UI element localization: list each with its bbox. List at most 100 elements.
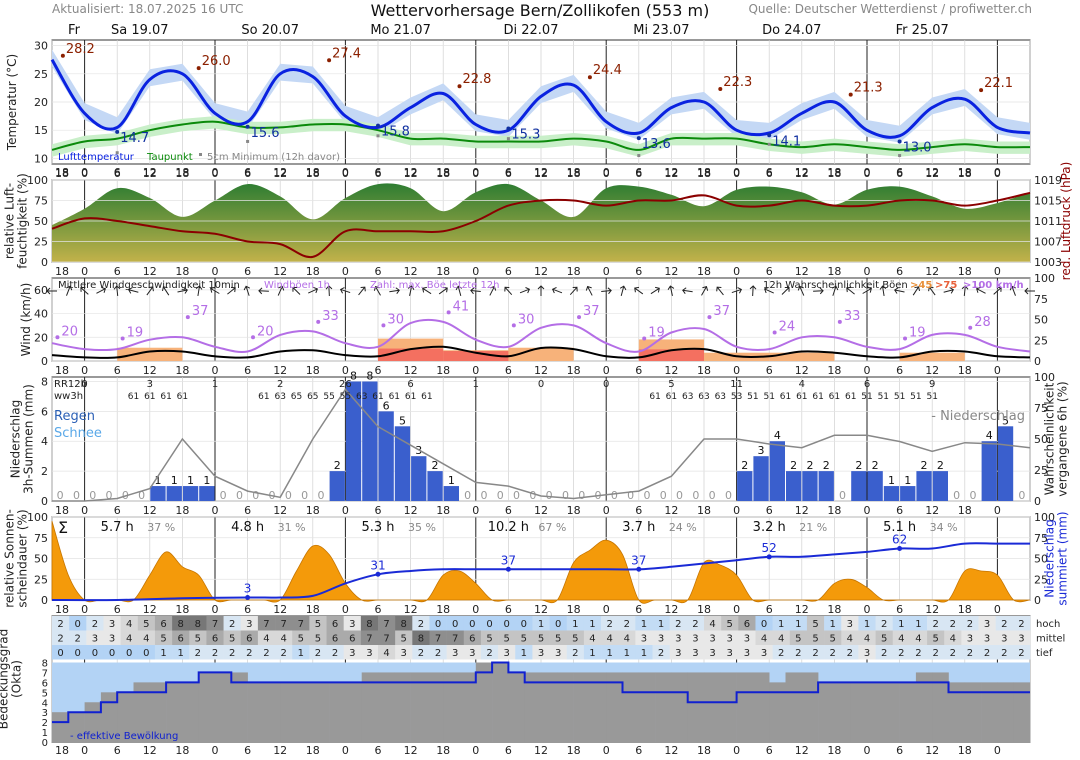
hour-tick-label: 6 <box>505 265 512 278</box>
cloud-layer-cell <box>566 630 585 645</box>
hour-tick-label: 12 <box>404 364 418 377</box>
hour-tick-label: 18 <box>827 744 841 757</box>
hour-tick-label: 18 <box>958 744 972 757</box>
rr12h-value: 2 <box>277 379 283 390</box>
hour-tick-label: 18 <box>697 744 711 757</box>
hour-tick-label: 6 <box>375 265 382 278</box>
cloud-y-tick: 1 <box>42 728 48 739</box>
precip-bar-label: 0 <box>138 489 145 502</box>
cloud-layer-value: 2 <box>1001 648 1007 659</box>
max-gust-marker <box>251 335 256 340</box>
precip-bar-label: 0 <box>562 489 569 502</box>
hour-tick-label: 6 <box>896 166 903 179</box>
cloud-layer-value: 0 <box>469 619 475 630</box>
cloud-layer-row-label: mittel <box>1036 634 1065 645</box>
precip-bar-label: 2 <box>806 459 813 472</box>
cloud-cover-bar <box>948 682 966 742</box>
cloud-layer-cell <box>995 645 1014 660</box>
cloud-layer-cell <box>652 645 670 660</box>
temp-y-tick: 20 <box>34 96 48 109</box>
cloud-cover-bar <box>899 682 917 742</box>
precip-bar-label: 0 <box>464 489 471 502</box>
daily-sunshine-percent: 31 % <box>278 521 306 534</box>
hour-tick-label: 6 <box>375 603 382 616</box>
cloud-cover-bar <box>280 682 297 742</box>
gust-prob-45-bar <box>117 347 183 361</box>
precip-sum-y-tick: 50 <box>1034 553 1048 566</box>
precip-bar <box>786 471 802 501</box>
cloud-cover-bar <box>166 682 183 742</box>
max-gust-label: 33 <box>322 309 339 324</box>
cloud-cover-bar <box>1013 682 1031 742</box>
cloud-layer-value: 3 <box>555 648 561 659</box>
hour-tick-label: 12 <box>925 167 939 180</box>
cloud-layer-cell <box>360 616 379 631</box>
hour-tick-label: 0 <box>472 603 479 616</box>
hour-tick-label: 6 <box>505 166 512 179</box>
precip-bar-label: 0 <box>839 489 846 502</box>
ground-min-marker <box>376 134 380 138</box>
cloud-layer-value: 2 <box>692 619 698 630</box>
cloud-layer-cell <box>1012 616 1031 631</box>
cloud-layer-cell <box>841 616 859 631</box>
cloud-layer-value: 4 <box>915 634 921 645</box>
humidity-ylabel: feuchtigkeit (%) <box>16 173 30 269</box>
wind-direction-arrow <box>894 287 905 294</box>
cloud-layer-cell <box>172 645 190 660</box>
cloud-cover-bar <box>981 682 998 742</box>
temp-min-marker <box>115 129 120 134</box>
precip-probability-line <box>52 388 1031 502</box>
hour-tick-label: 12 <box>925 166 939 179</box>
cloud-layer-value: 3 <box>109 634 115 645</box>
ww3h-value: 51 <box>763 392 774 402</box>
effective-cloud-line <box>52 661 1030 724</box>
day-label: Mo 21.07 <box>370 23 431 38</box>
cloud-layer-cell <box>137 616 156 631</box>
precip-bar-label: 2 <box>855 459 862 472</box>
cloud-layer-cell <box>292 616 310 631</box>
hour-tick-label: 18 <box>567 603 581 616</box>
cloud-layer-value: 3 <box>675 648 681 659</box>
cloud-cover-bar <box>524 672 542 742</box>
cloud-layer-value: 3 <box>675 634 681 645</box>
hour-tick-label: 6 <box>896 265 903 278</box>
hour-tick-label: 12 <box>273 265 287 278</box>
daily-sunshine-hours: 3.7 h <box>622 520 655 535</box>
cloud-cover-bar <box>52 712 69 742</box>
cloud-cover-bar <box>671 672 688 742</box>
hour-tick-label: 6 <box>635 744 642 757</box>
cloud-layer-cell <box>378 645 396 660</box>
precip-bar-label: 0 <box>660 489 667 502</box>
hour-tick-label: 12 <box>795 364 809 377</box>
hour-tick-label: 0 <box>864 603 871 616</box>
hour-tick-label: 0 <box>603 364 610 377</box>
cloud-layer-value: 6 <box>332 619 338 630</box>
hour-tick-label: 18 <box>958 603 972 616</box>
hour-tick-label: 0 <box>864 265 871 278</box>
pressure-y-tick: 1019 <box>1034 174 1062 187</box>
cloud-layer-cell <box>52 616 70 631</box>
cloud-cover-bar <box>117 692 134 742</box>
precip-bar-label: 8 <box>366 369 373 382</box>
hour-tick-label: 0 <box>342 265 349 278</box>
hour-tick-label: 6 <box>244 603 251 616</box>
humidity-y-tick: 75 <box>34 195 48 208</box>
precip-bar-label: 2 <box>741 459 748 472</box>
cloud-layer-cell <box>69 645 87 660</box>
cloud-layer-value: 3 <box>1018 634 1024 645</box>
gust-prob-45-bar <box>769 352 835 361</box>
cloud-layer-value: 4 <box>606 634 612 645</box>
cloud-layer-value: 5 <box>298 634 304 645</box>
pressure-y-tick: 1003 <box>1034 256 1062 269</box>
cloud-layer-value: 1 <box>829 619 835 630</box>
cloud-layer-cell <box>686 645 705 660</box>
daily-sunshine-percent: 24 % <box>669 521 697 534</box>
hour-tick-label: 0 <box>212 744 219 757</box>
cloud-y-tick: 2 <box>42 718 48 729</box>
rr12h-value: 6 <box>864 379 870 390</box>
temp-min-label: 13.6 <box>642 137 671 152</box>
cloud-layer-value: 3 <box>349 619 355 630</box>
cloud-layer-value: 1 <box>298 648 304 659</box>
hour-tick-label: 6 <box>114 364 121 377</box>
cloud-cover-bar <box>312 682 330 742</box>
